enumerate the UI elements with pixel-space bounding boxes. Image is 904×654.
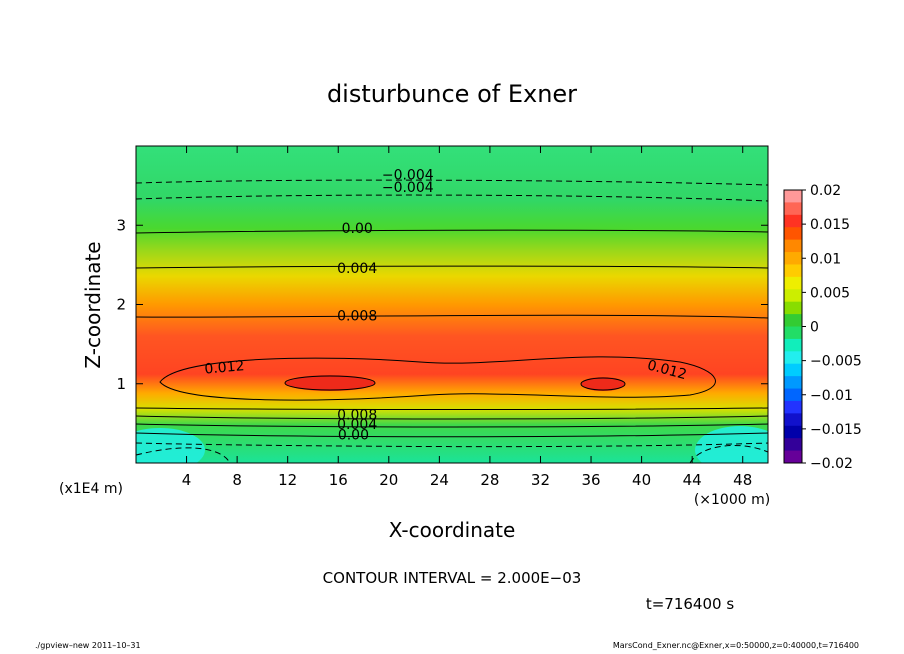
- x-tick-label: 16: [329, 471, 348, 489]
- colorbar-swatch: [784, 264, 802, 278]
- colorbar-swatch: [784, 314, 802, 327]
- x-tick-label: 28: [480, 471, 499, 489]
- y-tick-label: 2: [116, 296, 126, 314]
- contour-label-text: 0.012: [204, 358, 245, 377]
- x-tick-label: 4: [182, 471, 192, 489]
- contour-label-text: −0.004: [382, 180, 434, 196]
- y-axis-label: Z-coordinate: [81, 241, 105, 368]
- colorbar-swatch: [784, 351, 802, 365]
- x-axis-label: X-coordinate: [389, 518, 516, 542]
- colorbar-swatch: [784, 276, 802, 290]
- colorbar-label: 0.02: [810, 183, 841, 199]
- time-text: t=716400 s: [646, 595, 734, 613]
- colorbar-swatch: [784, 450, 802, 464]
- colorbar-swatch: [784, 252, 802, 265]
- contour-label-text: 0.00: [338, 427, 369, 443]
- x-tick-label: 20: [379, 471, 398, 489]
- colorbar-swatch: [784, 438, 802, 452]
- y-tick-label: 3: [116, 216, 126, 234]
- contour-label: 0.012: [204, 358, 245, 377]
- footer-right: MarsCond_Exner.nc@Exner,x=0:50000,z=0:40…: [612, 641, 859, 650]
- x-tick-label: 44: [683, 471, 702, 489]
- colorbar-swatch: [784, 190, 802, 203]
- x-axis: 4 8 12 16 20 24 28 32 36 40 44 48: [182, 146, 752, 489]
- footer-left: ./gpview–new 2011–10–31: [35, 641, 141, 650]
- colorbar-swatch: [784, 376, 802, 390]
- y-axis: 1 2 3: [116, 216, 768, 393]
- x-tick-label: 48: [733, 471, 752, 489]
- contour-label: 0.00: [342, 221, 373, 237]
- colorbar-swatch: [784, 363, 802, 377]
- contour-label: −0.004: [382, 167, 434, 183]
- colorbar-swatch: [784, 214, 802, 228]
- colorbar-swatch: [784, 326, 802, 340]
- x-tick-label: 36: [581, 471, 600, 489]
- x-tick-label: 8: [232, 471, 242, 489]
- contour-label: 0.008: [337, 308, 377, 324]
- contour-label: −0.004: [382, 180, 434, 196]
- contour-label-text: 0.008: [337, 407, 377, 423]
- colorbar-label: 0.005: [810, 285, 850, 301]
- colorbar-swatch: [784, 202, 802, 216]
- x-tick-label: 32: [531, 471, 550, 489]
- x-tick-label: 24: [430, 471, 449, 489]
- contour-label-text: 0.00: [342, 221, 373, 237]
- colorbar-swatch: [784, 400, 802, 414]
- colorbar-swatch: [784, 413, 802, 427]
- contour-label-text: 0.004: [337, 417, 377, 433]
- colorbar-frame: [783, 189, 803, 464]
- colorbar-label: −0.005: [810, 354, 862, 370]
- colorbar-label: −0.02: [810, 456, 853, 472]
- colorbar-swatch: [784, 301, 802, 315]
- x-tick-label: 40: [632, 471, 651, 489]
- x-tick-label: 12: [278, 471, 297, 489]
- colorbar-label: 0.01: [810, 251, 841, 267]
- chart-title: disturbunce of Exner: [327, 80, 577, 108]
- y-unit-label: (x1E4 m): [59, 481, 123, 497]
- colorbar-swatch: [784, 239, 802, 253]
- colorbar-label: 0: [810, 320, 819, 336]
- colorbar-swatch: [784, 388, 802, 402]
- contour-label-text: 0.008: [337, 308, 377, 324]
- colorbar-swatch: [784, 227, 802, 241]
- contour-label-text: 0.004: [337, 261, 377, 277]
- contour-label: 0.00: [338, 427, 369, 443]
- contour-label: 0.008: [337, 407, 377, 423]
- colorbar-label: 0.015: [810, 217, 850, 233]
- contour-label: 0.004: [337, 261, 377, 277]
- contour-label-text: −0.004: [382, 167, 434, 183]
- colorbar-swatch: [784, 338, 802, 352]
- x-unit-label: (×1000 m): [694, 492, 770, 508]
- colorbar: 0.02 0.015 0.01 0.005 0 −0.005 −0.01 −0.015 −0.0…: [784, 183, 862, 472]
- colorbar-swatch: [784, 289, 802, 303]
- contour-interval-text: CONTOUR INTERVAL = 2.000E−03: [323, 569, 582, 587]
- colorbar-swatch: [784, 425, 802, 439]
- y-tick-label: 1: [116, 375, 126, 393]
- colorbar-label: −0.015: [810, 422, 862, 438]
- colorbar-label: −0.01: [810, 388, 853, 404]
- contour-label: 0.004: [337, 417, 377, 433]
